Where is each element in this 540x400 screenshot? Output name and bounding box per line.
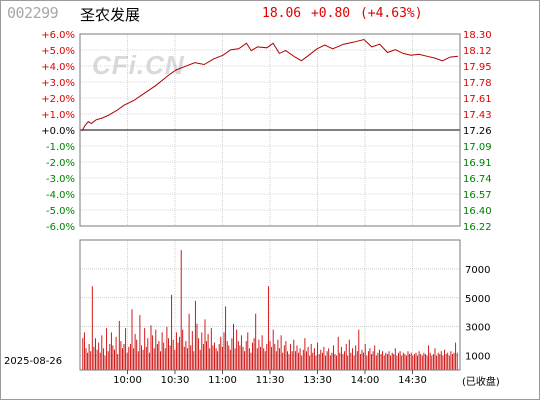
- time-tick-label: 14:00: [351, 375, 380, 386]
- price-change-pct: (+4.63%): [359, 6, 423, 21]
- time-tick-label: 11:00: [208, 375, 237, 386]
- price-tick-label: 18.12: [463, 46, 492, 57]
- price-tick-label: 16.57: [463, 190, 492, 201]
- volume-tick-label: 3000: [465, 323, 490, 334]
- price-tick-label: 17.61: [463, 94, 492, 105]
- price-quote: 18.06 +0.80 (+4.63%): [262, 6, 423, 21]
- pct-tick-label: -5.0%: [46, 206, 75, 217]
- time-tick-label: 13:30: [303, 375, 332, 386]
- price-tick-label: 18.30: [463, 30, 492, 41]
- last-price: 18.06: [262, 6, 302, 21]
- stock-name: 圣农发展: [80, 6, 141, 24]
- pct-tick-label: -6.0%: [46, 222, 75, 233]
- pct-tick-label: +5.0%: [41, 46, 75, 57]
- pct-tick-label: +6.0%: [41, 30, 75, 41]
- time-tick-label: 14:30: [398, 375, 427, 386]
- price-panel-border: [79, 33, 461, 227]
- price-line: [81, 38, 459, 132]
- volume-tick-label: 5000: [465, 294, 490, 305]
- volume-tick-label: 1000: [465, 352, 490, 363]
- volume-tick-label: 7000: [465, 265, 490, 276]
- pct-tick-label: -4.0%: [46, 190, 75, 201]
- pct-tick-label: -2.0%: [46, 158, 75, 169]
- time-tick-label: 11:30: [256, 375, 285, 386]
- price-tick-label: 17.43: [463, 110, 492, 121]
- price-change: +0.80: [310, 6, 351, 21]
- stock-code: 002299: [7, 4, 59, 22]
- trade-date: 2025-08-26: [4, 356, 63, 367]
- price-tick-label: 17.09: [463, 142, 492, 153]
- price-tick-label: 16.40: [463, 206, 492, 217]
- pct-tick-label: +1.0%: [41, 110, 75, 121]
- price-tick-label: 17.78: [463, 78, 492, 89]
- pct-tick-label: -3.0%: [46, 174, 75, 185]
- pct-tick-label: -1.0%: [46, 142, 75, 153]
- pct-tick-label: +3.0%: [41, 78, 75, 89]
- pct-tick-label: +4.0%: [41, 62, 75, 73]
- pct-tick-label: +0.0%: [41, 126, 75, 137]
- time-tick-label: 10:30: [161, 375, 190, 386]
- price-tick-label: 16.91: [463, 158, 492, 169]
- price-tick-label: 16.74: [463, 174, 492, 185]
- price-tick-label: 16.22: [463, 222, 492, 233]
- time-tick-label: 10:00: [113, 375, 142, 386]
- pct-tick-label: +2.0%: [41, 94, 75, 105]
- price-tick-label: 17.95: [463, 62, 492, 73]
- price-tick-label: 17.26: [463, 126, 492, 137]
- market-closed-label: (已收盘): [462, 375, 500, 388]
